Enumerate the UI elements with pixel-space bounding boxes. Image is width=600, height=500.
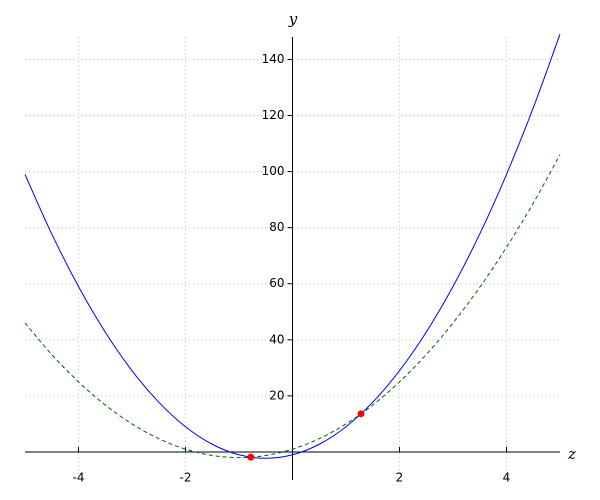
series-line <box>24 34 561 459</box>
x-tick-label: -2 <box>180 470 192 484</box>
point <box>357 410 365 418</box>
x-tick-label: 4 <box>503 470 511 484</box>
x-tick-label: 2 <box>396 470 404 484</box>
x-tick-label: -4 <box>73 470 85 484</box>
y-tick-label: 20 <box>269 388 284 402</box>
y-tick-label: 60 <box>269 276 284 290</box>
y-axis-label: y <box>288 10 298 28</box>
series-line <box>24 154 561 459</box>
y-tick-label: 40 <box>269 332 284 346</box>
y-tick-label: 80 <box>269 220 284 234</box>
y-tick-label: 120 <box>262 108 285 122</box>
x-axis-label: z <box>567 445 576 463</box>
point <box>247 453 255 461</box>
y-tick-label: 100 <box>262 164 285 178</box>
y-tick-label: 140 <box>262 52 285 66</box>
